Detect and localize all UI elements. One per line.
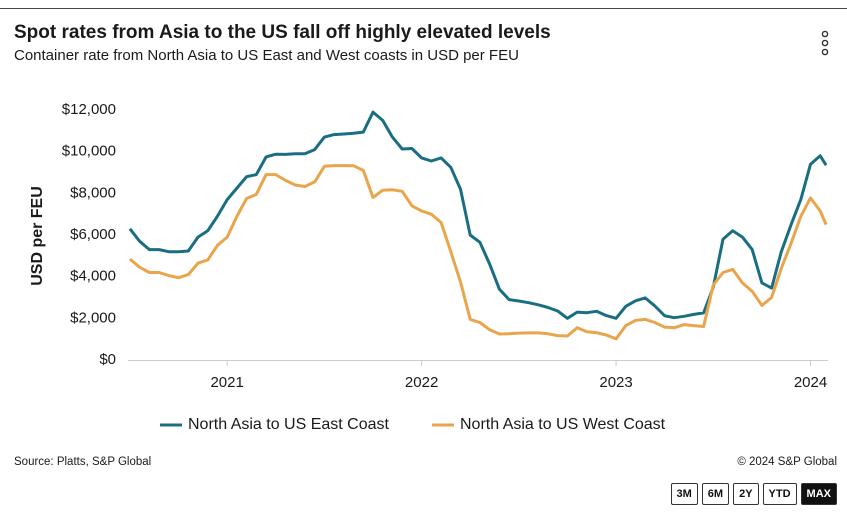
x-tick-label: 2023	[599, 374, 632, 391]
x-tick-label: 2024	[794, 374, 827, 391]
y-tick-label: $8,000	[70, 184, 116, 201]
y-tick-label: $2,000	[70, 309, 116, 326]
menu-button[interactable]	[812, 28, 838, 60]
y-tick-label: $10,000	[62, 143, 116, 160]
chart-subtitle: Container rate from North Asia to US Eas…	[14, 47, 519, 64]
range-button[interactable]: 2Y	[733, 483, 759, 505]
x-tick-label: 2022	[405, 374, 438, 391]
range-button[interactable]: 6M	[701, 483, 730, 505]
legend-label: North Asia to US West Coast	[460, 416, 666, 433]
copyright: © 2024 S&P Global	[737, 456, 837, 468]
range-button[interactable]: 3M	[670, 483, 698, 505]
series-line	[128, 164, 828, 341]
source: Source: Platts, S&P Global	[14, 456, 151, 468]
range-button[interactable]: YTD	[762, 483, 797, 505]
y-tick-label: $6,000	[70, 226, 116, 243]
y-tick-label: $12,000	[62, 101, 116, 118]
y-tick-label: $4,000	[70, 268, 116, 285]
legend-label: North Asia to US East Coast	[188, 416, 390, 433]
chart-title: Spot rates from Asia to the US fall off …	[14, 22, 551, 43]
range-buttons: 3M 6M 2Y YTD MAX	[670, 483, 837, 505]
series-line	[128, 110, 828, 320]
range-button[interactable]: MAX	[800, 483, 837, 505]
y-axis-label: USD per FEU	[29, 186, 46, 286]
x-tick-label: 2021	[210, 374, 243, 391]
y-tick-label: $0	[99, 351, 116, 368]
